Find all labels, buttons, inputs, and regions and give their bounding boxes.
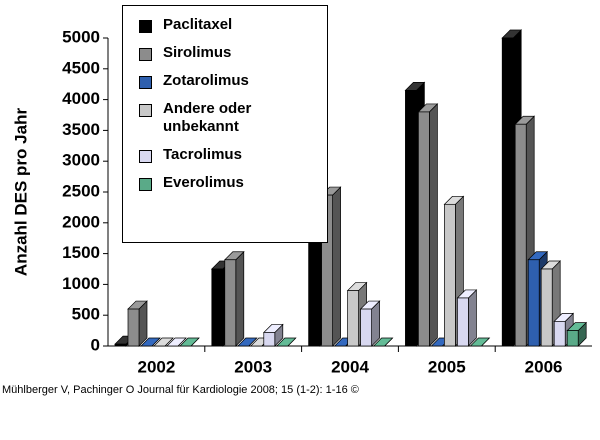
- y-tick-label: 1500: [62, 243, 100, 262]
- legend: Paclitaxel Sirolimus Zotarolimus Andere ode…: [122, 5, 328, 243]
- legend-label: Andere oder unbekannt: [163, 100, 252, 135]
- bar: [405, 90, 417, 347]
- y-tick-label: 4500: [62, 58, 100, 77]
- bar: [211, 268, 224, 347]
- bar: [114, 343, 127, 347]
- bar: [514, 123, 527, 347]
- y-tick-label: 3000: [62, 151, 100, 170]
- bar-side: [468, 289, 477, 347]
- x-tick-label: 2005: [428, 357, 466, 376]
- bar: [360, 308, 372, 347]
- legend-item: Andere oder unbekannt: [139, 100, 303, 136]
- bar-top: [275, 337, 297, 347]
- bar: [263, 332, 276, 347]
- y-tick-label: 2500: [62, 181, 100, 200]
- legend-swatch: [139, 104, 152, 117]
- x-tick-label: 2002: [137, 357, 175, 376]
- x-tick-label: 2003: [234, 357, 272, 376]
- y-tick-label: 3500: [62, 120, 100, 139]
- bar-top: [372, 337, 394, 347]
- legend-swatch: [139, 76, 152, 89]
- bar: [444, 203, 456, 347]
- legend-item: Zotarolimus: [139, 72, 303, 90]
- legend-label: Sirolimus: [163, 44, 232, 61]
- bar-top: [236, 337, 258, 347]
- y-tick-label: 500: [72, 305, 100, 324]
- legend-label: Tacrolimus: [163, 146, 242, 163]
- bar-top: [179, 337, 200, 347]
- bar-side: [332, 186, 341, 347]
- legend-label: Everolimus: [163, 174, 244, 191]
- x-tick-label: 2006: [525, 357, 563, 376]
- y-tick-label: 0: [91, 335, 100, 354]
- legend-swatch: [139, 20, 152, 33]
- legend-swatch: [139, 178, 152, 191]
- y-tick-label: 5000: [62, 27, 100, 46]
- bar: [540, 268, 553, 347]
- bar-top: [469, 337, 491, 347]
- bar-top: [153, 337, 174, 347]
- bar-side: [429, 103, 438, 347]
- x-tick-label: 2004: [331, 357, 369, 376]
- bar: [224, 259, 237, 347]
- y-axis-label: Anzahl DES pro Jahr: [11, 108, 30, 277]
- legend-label: Zotarolimus: [163, 72, 249, 89]
- chart: Anzahl DES pro Jahr 0 500 1000 1500 2000 2500…: [11, 27, 592, 376]
- bar: [418, 111, 430, 347]
- legend-swatch: [139, 150, 152, 163]
- bar-top: [166, 337, 187, 347]
- legend-item: Paclitaxel: [139, 16, 303, 34]
- bar: [347, 290, 359, 347]
- legend-label: Paclitaxel: [163, 16, 233, 33]
- y-tick-label: 4000: [62, 89, 100, 108]
- bar: [127, 308, 140, 347]
- y-tick-label: 1000: [62, 274, 100, 293]
- legend-item: Tacrolimus: [139, 146, 303, 164]
- bar: [553, 321, 566, 347]
- bar: [527, 259, 540, 347]
- legend-item: Everolimus: [139, 174, 303, 192]
- source-note: Mühlberger V, Pachinger O Journal für Ka…: [2, 384, 359, 396]
- legend-item: Sirolimus: [139, 44, 303, 62]
- bar-top: [140, 337, 161, 347]
- bar-side: [235, 250, 245, 347]
- bar: [501, 37, 514, 347]
- bar: [566, 330, 579, 347]
- bar: [457, 297, 469, 347]
- legend-swatch: [139, 48, 152, 61]
- y-tick-label: 2000: [62, 212, 100, 231]
